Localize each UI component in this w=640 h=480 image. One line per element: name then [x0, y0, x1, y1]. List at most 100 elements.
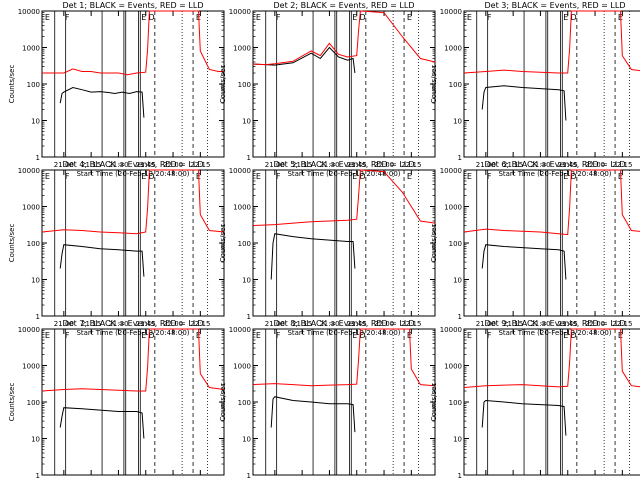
x-tick-label: 21:45 [136, 161, 156, 169]
series-lld-line [463, 10, 640, 74]
y-tick-label: 1000 [233, 204, 251, 212]
chart-panel-9: Det 9; BLACK = Events, RED = LLD 1 10 100 10… [430, 319, 640, 480]
y-tick-label: 1000 [444, 363, 462, 371]
series-lld-line [252, 169, 436, 227]
event-marker-label: F [65, 331, 70, 340]
y-tick-label: 1 [458, 472, 462, 480]
x-tick-label: 22:15 [401, 161, 421, 169]
chart-title: Det 6; BLACK = Events, RED = LLD [485, 160, 626, 169]
y-tick-label: 10 [453, 277, 462, 285]
event-marker-label: E [352, 172, 357, 181]
event-marker-label: D [360, 331, 366, 340]
y-axis-label: Counts/sec [8, 383, 16, 422]
y-tick-label: 100 [238, 81, 251, 89]
x-tick-label: 21:00 [476, 320, 496, 328]
event-marker-label: F [276, 331, 281, 340]
y-tick-label: 100 [449, 240, 462, 248]
x-tick-label: 21:45 [558, 161, 578, 169]
y-tick-label: 1 [247, 154, 251, 162]
y-tick-label: 100 [27, 399, 40, 407]
x-tick-label: 21:30 [108, 161, 128, 169]
x-axis-label: Start Time (20-Feb-13 20:48:00) [498, 170, 611, 178]
chart-panel-8: Det 8; BLACK = Events, RED = LLD 1 10 100 10… [219, 319, 436, 480]
x-tick-label: 21:30 [319, 320, 339, 328]
y-axis-label: Counts/sec [430, 65, 438, 104]
event-marker-label: E [563, 13, 568, 22]
x-tick-label: 21:30 [319, 161, 339, 169]
event-marker-label: E [407, 172, 412, 181]
chart-panel-4: Det 4; BLACK = Events, RED = LLD 1 10 100 10… [8, 160, 225, 337]
chart-title: Det 1; BLACK = Events, RED = LLD [63, 1, 204, 10]
series-events-line [59, 244, 145, 277]
y-axis-label: Counts/sec [219, 383, 227, 422]
chart-panel-7: Det 7; BLACK = Events, RED = LLD 1 10 100 10… [8, 319, 225, 480]
chart-panel-2: Det 2; BLACK = Events, RED = LLD 1 10 100 10… [219, 1, 436, 178]
chart-title: Det 9; BLACK = Events, RED = LLD [485, 319, 626, 328]
series-events-line [59, 407, 145, 439]
y-tick-label: 10 [242, 436, 251, 444]
x-tick-label: 21:45 [347, 161, 367, 169]
y-axis-label: Counts/sec [8, 224, 16, 263]
series-events-line [481, 399, 567, 436]
chart-panel-3: Det 3; BLACK = Events, RED = LLD 1 10 100 10… [430, 1, 640, 178]
event-marker-label: F [65, 172, 70, 181]
y-tick-label: 1 [36, 154, 40, 162]
y-tick-label: 100 [238, 240, 251, 248]
event-marker-label: E [563, 331, 568, 340]
chart-title: Det 2; BLACK = Events, RED = LLD [274, 1, 415, 10]
plot-frame [252, 10, 436, 158]
x-tick-label: 21:30 [530, 320, 550, 328]
series-lld-line [252, 328, 436, 387]
y-tick-label: 1 [247, 472, 251, 480]
y-axis-label: Counts/sec [430, 224, 438, 263]
x-tick-label: 21:00 [54, 161, 74, 169]
y-tick-label: 1 [458, 154, 462, 162]
plot-frame [41, 328, 225, 476]
event-marker-label: D [149, 172, 155, 181]
y-tick-label: 10000 [440, 326, 462, 334]
chart-title: Det 3; BLACK = Events, RED = LLD [485, 1, 626, 10]
event-marker-label: F [276, 172, 281, 181]
chart-title: Det 7; BLACK = Events, RED = LLD [63, 319, 204, 328]
event-marker-label: D [571, 13, 577, 22]
x-tick-label: 21:30 [530, 161, 550, 169]
x-tick-label: 21:15 [292, 320, 312, 328]
y-tick-label: 1 [458, 313, 462, 321]
x-axis-label: Start Time (20-Feb-13 20:48:00) [76, 329, 189, 337]
event-marker-label: F [276, 13, 281, 22]
plot-frame [252, 328, 436, 476]
event-marker-label: E [563, 172, 568, 181]
y-tick-label: 10 [31, 118, 40, 126]
y-tick-label: 10 [31, 436, 40, 444]
event-marker-label: E [45, 172, 50, 181]
event-marker-label: F [487, 331, 492, 340]
y-tick-label: 1000 [444, 45, 462, 53]
y-tick-label: 10 [453, 436, 462, 444]
event-marker-label: D [571, 331, 577, 340]
chart-title: Det 5; BLACK = Events, RED = LLD [274, 160, 415, 169]
x-tick-label: 21:45 [136, 320, 156, 328]
y-tick-label: 1000 [233, 363, 251, 371]
y-tick-label: 1000 [233, 45, 251, 53]
x-tick-label: 21:15 [503, 161, 523, 169]
event-marker-label: E [45, 331, 50, 340]
event-marker-label: F [65, 13, 70, 22]
y-tick-label: 10000 [229, 326, 251, 334]
y-tick-label: 100 [27, 81, 40, 89]
y-axis-label: Counts/sec [8, 65, 16, 104]
event-marker-label: F [487, 172, 492, 181]
event-marker-label: E [256, 172, 261, 181]
x-tick-label: 22:00 [163, 320, 183, 328]
x-tick-label: 22:15 [190, 320, 210, 328]
chart-title: Det 4; BLACK = Events, RED = LLD [63, 160, 204, 169]
y-axis-label: Counts/sec [430, 383, 438, 422]
x-tick-label: 21:00 [54, 320, 74, 328]
event-marker-label: E [141, 13, 146, 22]
chart-panel-1: Det 1; BLACK = Events, RED = LLD 1 10 100 10… [8, 1, 225, 178]
x-tick-label: 21:00 [476, 161, 496, 169]
event-marker-label: D [149, 13, 155, 22]
y-tick-label: 10 [453, 118, 462, 126]
x-tick-label: 21:45 [347, 320, 367, 328]
series-events-line [481, 85, 567, 121]
